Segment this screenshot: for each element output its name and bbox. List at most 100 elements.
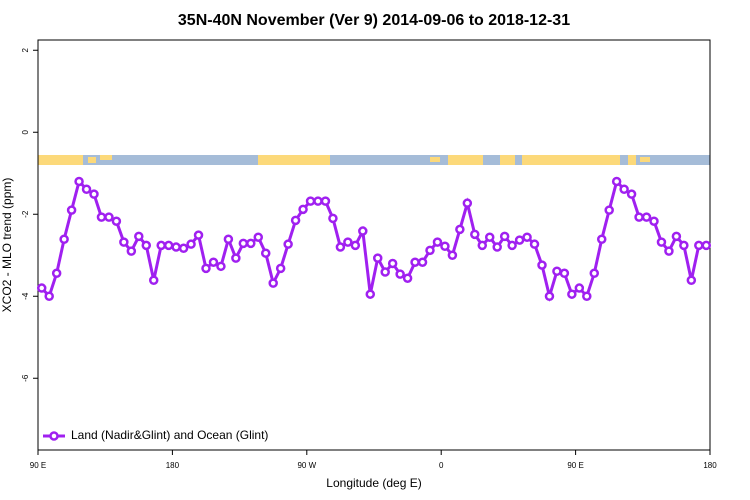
- data-point: [432, 237, 443, 247]
- legend-marker: [49, 431, 59, 441]
- data-point: [313, 196, 323, 206]
- data-point: [582, 291, 592, 301]
- data-point: [343, 237, 353, 247]
- data-point: [163, 240, 174, 251]
- data-point: [141, 240, 152, 251]
- data-point: [89, 189, 99, 199]
- chart-title: 35N-40N November (Ver 9) 2014-09-06 to 2…: [178, 12, 570, 29]
- data-point: [134, 231, 144, 242]
- data-point: [664, 246, 674, 256]
- x-axis-title: Longitude (deg E): [326, 476, 421, 490]
- data-point: [260, 248, 271, 258]
- data-point: [96, 212, 107, 222]
- y-tick-label: -2: [21, 210, 30, 218]
- data-point: [148, 275, 159, 286]
- data-point: [119, 237, 129, 247]
- data-point: [574, 283, 585, 293]
- y-tick-label: -6: [21, 374, 30, 382]
- data-point: [649, 216, 659, 226]
- data-point: [671, 231, 682, 242]
- data-point: [238, 238, 249, 249]
- data-point: [328, 213, 338, 224]
- data-point: [372, 253, 383, 263]
- plot-frame: [37, 39, 711, 451]
- data-point: [619, 184, 629, 194]
- data-point: [268, 278, 278, 288]
- data-point: [604, 205, 614, 215]
- data-point: [440, 241, 450, 251]
- data-point: [231, 253, 241, 263]
- data-point: [320, 196, 331, 206]
- y-tick-label: -4: [21, 292, 30, 300]
- legend-label: Land (Nadir&Glint) and Ocean (Glint): [71, 428, 268, 442]
- data-point: [305, 196, 316, 206]
- data-point: [679, 240, 689, 251]
- data-point: [626, 189, 637, 199]
- data-point: [216, 261, 226, 272]
- data-point: [74, 176, 84, 187]
- data-point: [611, 176, 622, 187]
- data-point: [514, 235, 525, 245]
- data-point: [455, 224, 465, 235]
- surface-band: [38, 155, 710, 165]
- data-point: [552, 266, 562, 276]
- x-tick-label: 90 E: [567, 461, 583, 470]
- data-point: [335, 242, 346, 252]
- data-point: [358, 226, 368, 236]
- data-point: [596, 234, 607, 245]
- data-point: [290, 215, 301, 226]
- data-point: [201, 263, 211, 274]
- data-point: [104, 212, 114, 222]
- data-point: [126, 246, 137, 256]
- data-point: [395, 269, 405, 279]
- data-point: [66, 205, 77, 215]
- data-point: [44, 291, 54, 301]
- data-point: [410, 257, 420, 267]
- data-point: [81, 184, 92, 194]
- data-point: [656, 237, 667, 247]
- data-point: [387, 258, 398, 269]
- data-point: [111, 216, 122, 226]
- data-point: [470, 229, 480, 240]
- data-point: [544, 291, 555, 301]
- x-tick-label: 180: [703, 461, 717, 470]
- data-point: [298, 204, 308, 215]
- data-point: [529, 239, 540, 249]
- data-point: [425, 245, 435, 256]
- data-point: [402, 273, 413, 283]
- data-point: [462, 198, 473, 208]
- data-point: [171, 242, 181, 252]
- data-point: [447, 250, 458, 260]
- y-tick-label: 0: [21, 129, 30, 134]
- data-point: [36, 283, 47, 293]
- data-point: [567, 289, 577, 299]
- series-line: [40, 178, 707, 303]
- data-point: [178, 243, 189, 254]
- data-point: [634, 212, 644, 222]
- data-point: [499, 231, 510, 242]
- data-point: [246, 238, 256, 249]
- x-tick-label: 90 E: [30, 461, 46, 470]
- x-tick-label: 180: [166, 461, 180, 470]
- data-point: [686, 275, 697, 286]
- legend: Land (Nadir&Glint) and Ocean (Glint): [43, 428, 268, 442]
- data-point: [365, 289, 376, 299]
- data-point: [694, 240, 704, 251]
- data-point: [275, 263, 286, 274]
- data-point: [380, 267, 390, 277]
- data-point: [417, 257, 428, 267]
- data-point: [51, 268, 62, 279]
- data-point: [589, 268, 600, 279]
- data-point: [350, 240, 361, 251]
- data-point: [507, 240, 517, 251]
- data-point: [208, 257, 219, 267]
- data-point: [59, 234, 69, 245]
- data-point: [253, 232, 264, 242]
- data-point: [156, 240, 166, 251]
- data-point: [641, 212, 652, 222]
- y-axis-title: XCO2 - MLO trend (ppm): [0, 178, 14, 313]
- data-point: [223, 234, 234, 245]
- data-point: [701, 240, 712, 251]
- x-tick-label: 90 W: [297, 461, 316, 470]
